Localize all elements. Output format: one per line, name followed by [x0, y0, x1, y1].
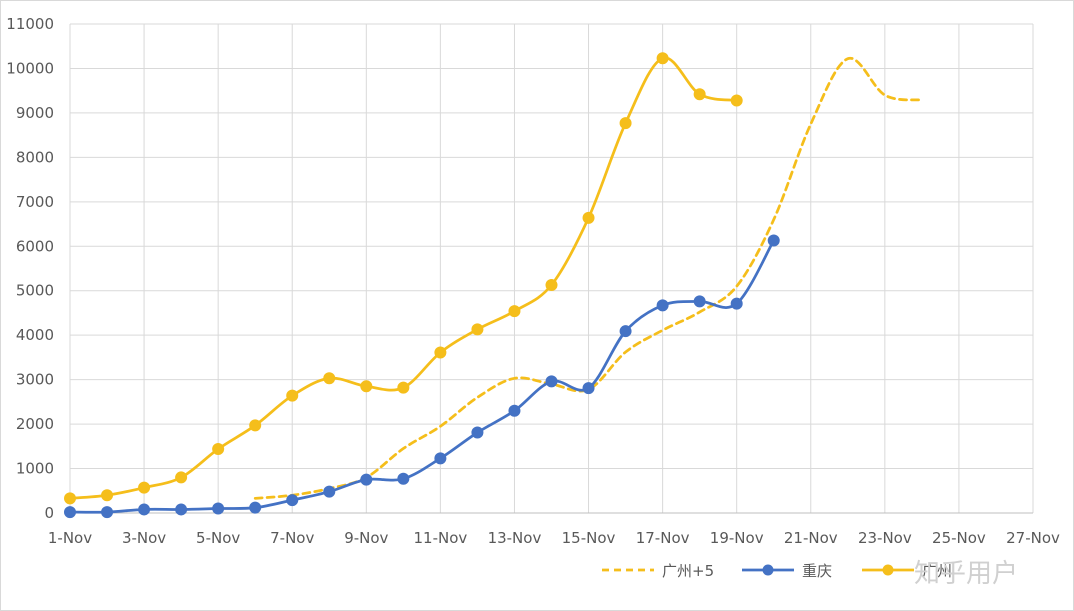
x-tick-label: 1-Nov: [48, 529, 92, 547]
x-tick-label: 19-Nov: [710, 529, 764, 547]
y-tick-label: 1000: [16, 460, 54, 478]
data-point: [175, 503, 188, 516]
data-point: [582, 382, 595, 395]
legend-item: 重庆: [742, 562, 832, 580]
data-point: [471, 323, 484, 336]
x-tick-label: 9-Nov: [344, 529, 388, 547]
legend-marker: [882, 564, 894, 576]
legend-item: 广州: [862, 562, 952, 580]
legend-marker: [762, 564, 774, 576]
data-point: [323, 372, 336, 385]
data-point: [693, 88, 706, 101]
data-point: [434, 346, 447, 359]
y-tick-label: 3000: [16, 371, 54, 389]
y-tick-label: 2000: [16, 415, 54, 433]
data-point: [508, 305, 521, 318]
data-point: [471, 426, 484, 439]
data-point: [286, 389, 299, 402]
data-point: [656, 52, 669, 65]
series-3: [64, 52, 743, 505]
data-point: [508, 404, 521, 417]
x-tick-label: 21-Nov: [784, 529, 838, 547]
data-point: [730, 297, 743, 310]
legend-label: 广州+5: [662, 562, 714, 580]
legend-label: 广州: [922, 562, 952, 580]
data-point: [101, 489, 114, 502]
x-tick-label: 11-Nov: [413, 529, 467, 547]
y-tick-label: 7000: [16, 193, 54, 211]
data-point: [212, 502, 225, 515]
y-tick-label: 8000: [16, 148, 54, 166]
data-point: [434, 452, 447, 465]
x-tick-label: 25-Nov: [932, 529, 986, 547]
data-point: [212, 442, 225, 455]
y-tick-label: 6000: [16, 237, 54, 255]
x-tick-label: 15-Nov: [562, 529, 616, 547]
watermark-text: 知乎用户: [914, 559, 1018, 589]
x-tick-label: 23-Nov: [858, 529, 912, 547]
data-point: [730, 94, 743, 107]
data-point: [249, 419, 262, 432]
data-point: [64, 506, 76, 519]
data-point: [545, 375, 558, 388]
x-tick-label: 7-Nov: [270, 529, 314, 547]
series-2: [64, 234, 780, 519]
data-point: [286, 494, 299, 507]
y-tick-label: 9000: [16, 104, 54, 122]
data-point: [619, 325, 632, 338]
x-tick-label: 27-Nov: [1006, 529, 1060, 547]
axes: 0 1000 2000 3000 4000 5000 6000 7000 8000 9000 100…: [6, 15, 1060, 547]
data-point: [360, 380, 373, 393]
data-point: [545, 278, 558, 291]
data-point: [767, 234, 780, 247]
data-point: [656, 299, 669, 312]
legend: 广州+5 重庆 广州: [602, 562, 952, 580]
y-tick-label: 0: [44, 504, 54, 522]
data-point: [360, 473, 373, 486]
data-point: [619, 117, 632, 130]
data-point: [138, 503, 151, 516]
x-tick-label: 13-Nov: [488, 529, 542, 547]
data-point: [101, 506, 114, 519]
data-point: [323, 485, 336, 498]
y-tick-label: 10000: [6, 59, 54, 77]
data-point: [693, 295, 706, 308]
data-point: [64, 492, 76, 505]
data-point: [582, 211, 595, 224]
data-point: [138, 481, 151, 494]
gridlines: [69, 23, 1034, 514]
legend-item: 广州+5: [602, 562, 714, 580]
data-point: [397, 381, 410, 394]
y-tick-label: 4000: [16, 326, 54, 344]
x-tick-label: 3-Nov: [122, 529, 166, 547]
legend-label: 重庆: [802, 562, 832, 580]
y-tick-label: 5000: [16, 282, 54, 300]
data-point: [175, 471, 188, 484]
data-point: [397, 472, 410, 485]
data-point: [249, 501, 262, 514]
series-layer: [64, 52, 924, 519]
x-tick-label: 5-Nov: [196, 529, 240, 547]
x-tick-label: 17-Nov: [636, 529, 690, 547]
y-tick-label: 11000: [6, 15, 54, 33]
